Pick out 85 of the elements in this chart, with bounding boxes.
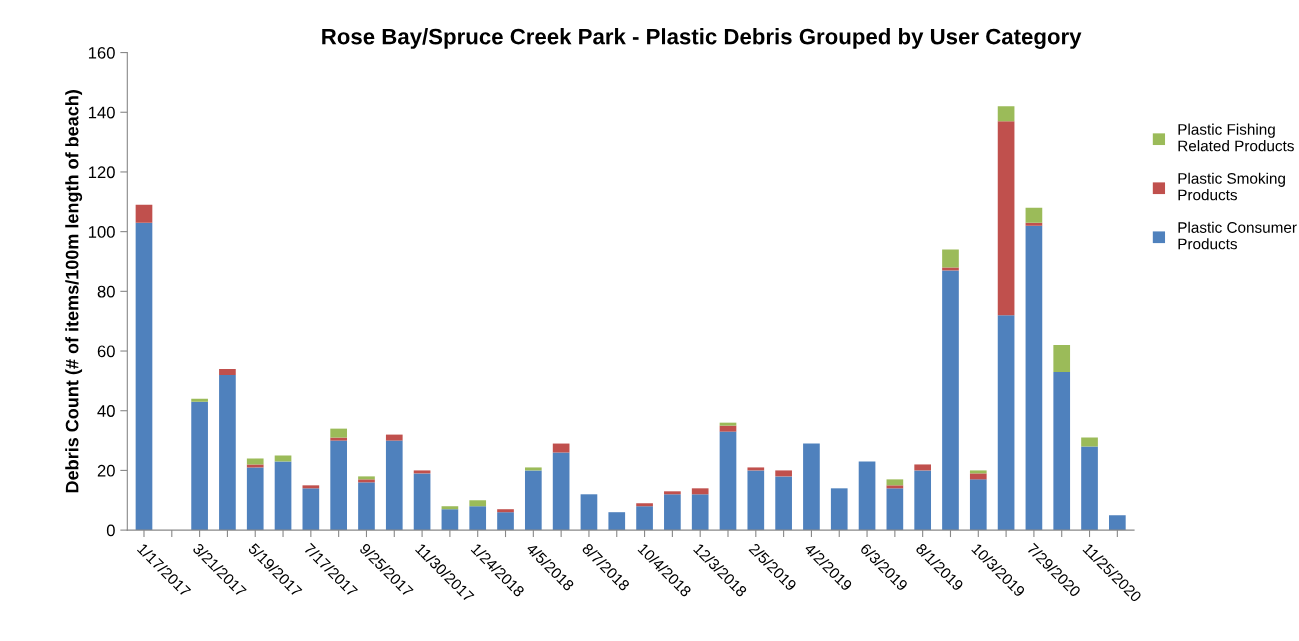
bar — [385, 440, 403, 531]
bar — [1081, 437, 1098, 447]
bar — [1081, 446, 1098, 531]
bar — [886, 485, 904, 489]
bar — [191, 398, 208, 402]
bar — [330, 428, 347, 438]
bar — [1109, 515, 1126, 531]
bar — [1053, 345, 1071, 372]
bar — [719, 431, 737, 531]
bar — [914, 464, 932, 471]
bar — [552, 452, 570, 531]
legend-label: Plastic Smoking Products — [1178, 172, 1285, 201]
legend-label: Plastic Consumer Products — [1178, 221, 1297, 250]
bar — [358, 482, 375, 531]
bar — [969, 473, 987, 480]
bar — [385, 434, 403, 441]
bar — [719, 425, 737, 432]
bar — [747, 470, 765, 531]
bar — [886, 479, 904, 486]
bar — [552, 443, 570, 453]
y-tick-label: 60 — [97, 345, 115, 358]
bar — [1053, 371, 1071, 531]
bar — [691, 488, 709, 495]
bar — [246, 467, 264, 531]
bar — [441, 506, 459, 510]
y-tick-label: 160 — [88, 46, 115, 59]
bar — [997, 315, 1015, 531]
bar — [330, 437, 347, 441]
bar — [524, 470, 542, 531]
bar — [274, 455, 292, 462]
bar — [664, 494, 681, 531]
bar — [942, 270, 959, 531]
y-tick-label: 20 — [97, 464, 115, 477]
y-tick-label: 120 — [88, 166, 115, 179]
bar — [691, 494, 709, 531]
bar — [997, 106, 1015, 122]
chart-title: Rose Bay/Spruce Creek Park - Plastic Debris Grouped by User Category — [322, 28, 1082, 49]
bar — [1025, 207, 1043, 223]
bar — [497, 512, 514, 531]
bar — [1025, 222, 1043, 226]
legend-label: Plastic Fishing Related Products — [1178, 123, 1294, 152]
bar — [942, 249, 959, 268]
bar — [135, 204, 153, 223]
bar — [997, 121, 1015, 316]
bar — [219, 374, 236, 531]
bar — [191, 401, 208, 531]
bar — [302, 488, 320, 531]
bar — [580, 494, 598, 531]
bar — [330, 440, 347, 531]
bar — [747, 467, 765, 471]
bar — [969, 479, 987, 531]
bar — [469, 506, 487, 531]
bar — [803, 443, 820, 531]
bar — [219, 368, 236, 375]
bar — [664, 491, 681, 495]
bar — [135, 222, 153, 531]
bar — [246, 458, 264, 465]
bar — [274, 461, 292, 531]
bar — [524, 467, 542, 471]
bar — [719, 422, 737, 426]
bar — [497, 509, 514, 513]
bar — [636, 503, 653, 507]
bar — [886, 488, 904, 531]
bar — [469, 500, 487, 507]
bar — [1025, 225, 1043, 531]
bar — [246, 464, 264, 468]
bar — [775, 470, 792, 477]
y-tick-label: 40 — [97, 405, 115, 417]
y-axis-title: Debris Count (# of items/100m length of beach) — [65, 90, 83, 493]
y-tick-label: 80 — [97, 285, 115, 298]
bar — [858, 461, 876, 531]
bar — [413, 473, 431, 531]
bar — [413, 470, 431, 474]
bar — [441, 509, 459, 531]
bar — [636, 506, 653, 531]
bar — [942, 267, 959, 271]
bar — [830, 488, 848, 531]
y-tick-label: 0 — [106, 524, 115, 537]
bar — [608, 512, 626, 531]
bar — [775, 476, 792, 531]
bar — [969, 470, 987, 474]
y-tick-label: 140 — [88, 106, 115, 119]
bar — [914, 470, 932, 531]
bar — [302, 485, 320, 489]
y-tick-label: 100 — [88, 226, 115, 238]
